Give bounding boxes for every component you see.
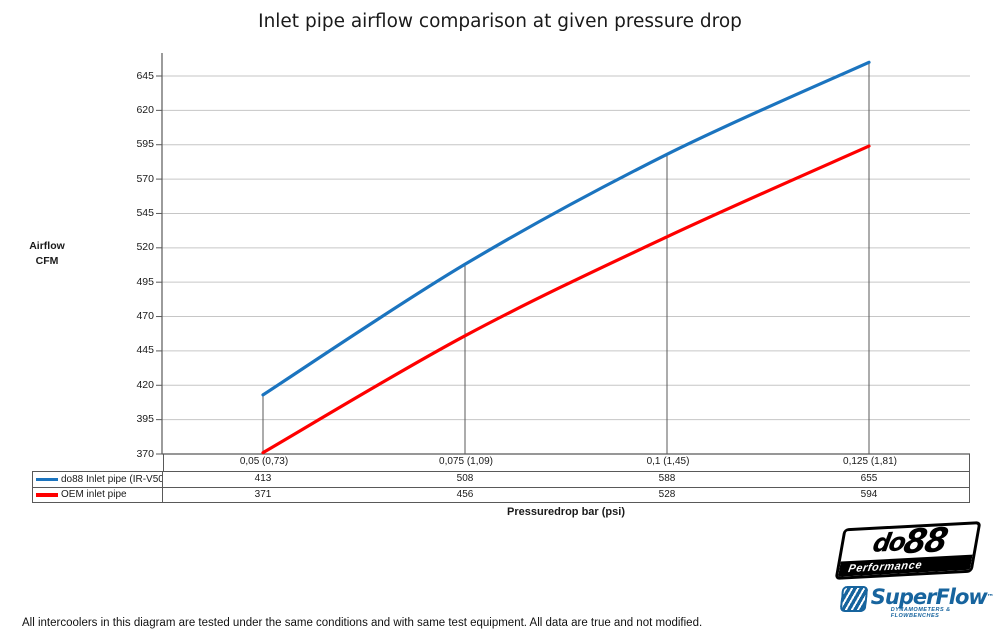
superflow-trademark: ™ xyxy=(986,593,994,601)
y-tick-label: 445 xyxy=(136,344,154,357)
y-tick-label: 420 xyxy=(136,378,154,391)
y-tick-label: 620 xyxy=(136,103,154,116)
value-cell: 508 xyxy=(456,473,474,484)
category-label: 0,05 (0,73) xyxy=(239,456,289,467)
do88-logo-frame: do 88 Performance xyxy=(834,521,982,580)
category-label-row: 0,05 (0,73) 0,075 (1,09) 0,1 (1,45) 0,125 (… xyxy=(163,454,970,471)
category-label: 0,1 (1,45) xyxy=(646,456,690,467)
series-line-oem xyxy=(261,144,871,455)
legend-table: do88 Inlet pipe (IR-V50) OEM inlet pipe xyxy=(32,471,163,503)
y-tick-label: 520 xyxy=(136,241,154,254)
oem-series-swatch xyxy=(36,493,58,497)
y-axis-label: Airflow CFM xyxy=(18,239,76,269)
do88-logo-88: 88 xyxy=(900,521,950,562)
value-cell: 528 xyxy=(658,488,676,500)
value-cell: 456 xyxy=(456,488,474,500)
value-cell: 588 xyxy=(658,473,676,484)
superflow-logo-subtitle: DYNAMOMETERS & FLOWBENCHES xyxy=(890,607,951,619)
series-line-do88 xyxy=(261,60,871,397)
x-axis-label: Pressuredrop bar (psi) xyxy=(507,506,625,518)
superflow-wave-icon xyxy=(839,586,869,612)
legend-item-oem: OEM inlet pipe xyxy=(33,488,162,503)
superflow-logo: SuperFlow™ DYNAMOMETERS & FLOWBENCHES xyxy=(839,586,1000,619)
legend-label-oem: OEM inlet pipe xyxy=(61,489,127,501)
category-label: 0,125 (1,81) xyxy=(843,456,897,467)
y-tick-label: 570 xyxy=(136,172,154,185)
data-table-row-oem: 371 456 528 594 xyxy=(163,488,969,503)
do88-series-swatch xyxy=(36,477,58,481)
data-table-row-do88: 413 508 588 655 xyxy=(163,472,969,488)
chart-title: Inlet pipe airflow comparison at given p… xyxy=(258,11,742,32)
y-tick-label: 645 xyxy=(136,69,154,82)
y-tick-label: 495 xyxy=(136,275,154,288)
y-axis-label-line1: Airflow xyxy=(29,240,65,252)
y-tick-label: 395 xyxy=(136,413,154,426)
legend-label-do88: do88 Inlet pipe (IR-V50) xyxy=(61,473,162,485)
category-label: 0,075 (1,09) xyxy=(439,456,493,467)
superflow-name: SuperFlow xyxy=(870,585,988,609)
y-tick-label: 470 xyxy=(136,310,154,323)
superflow-text-column: SuperFlow™ DYNAMOMETERS & FLOWBENCHES xyxy=(871,586,1000,619)
plot-area xyxy=(156,53,970,455)
footer-note: All intercoolers in this diagram are tes… xyxy=(22,617,703,629)
legend-item-do88: do88 Inlet pipe (IR-V50) xyxy=(33,472,162,488)
y-tick-label: 370 xyxy=(136,447,154,460)
y-tick-label: 545 xyxy=(136,206,154,219)
y-axis-label-line2: CFM xyxy=(35,255,59,267)
value-cell: 655 xyxy=(860,473,878,484)
value-cell: 594 xyxy=(860,488,878,500)
superflow-logo-text: SuperFlow™ xyxy=(871,586,1000,608)
data-table: 413 508 588 655 371 456 528 594 xyxy=(163,471,970,503)
value-cell: 371 xyxy=(254,488,272,500)
y-tick-label: 595 xyxy=(136,138,154,151)
value-cell: 413 xyxy=(254,473,272,484)
do88-logo: do 88 Performance xyxy=(834,521,982,580)
do88-logo-do: do xyxy=(870,527,907,558)
